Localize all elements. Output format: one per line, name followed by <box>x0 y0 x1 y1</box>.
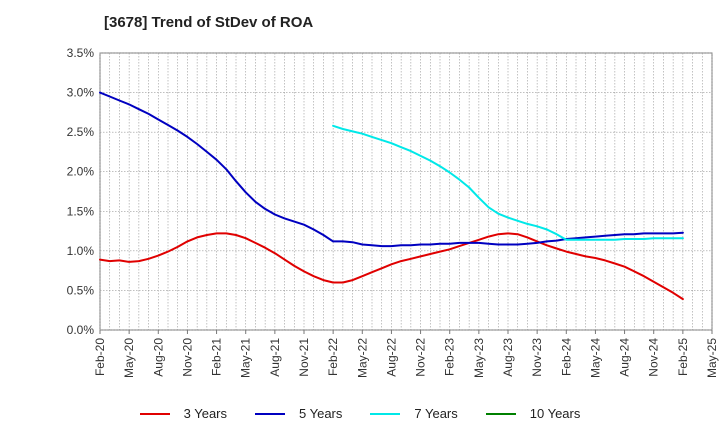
x-tick-label: Aug-24 <box>618 338 632 377</box>
x-tick-label: Feb-25 <box>676 338 690 376</box>
legend-swatch <box>485 412 516 415</box>
x-axis: Feb-20 May-20 Aug-20 Nov-20 Feb-21 May-21 Aug-… <box>93 330 719 378</box>
x-tick-label: Nov-23 <box>530 338 544 377</box>
x-tick-label: May-23 <box>472 338 486 378</box>
legend-swatch <box>370 412 401 415</box>
legend-item-5-years: 5 Years <box>255 406 342 421</box>
legend-item-10-years: 10 Years <box>485 406 581 421</box>
grid <box>99 52 713 331</box>
x-tick-label: May-22 <box>355 338 369 378</box>
series-line-7-years <box>332 124 684 241</box>
x-tick-label: May-21 <box>239 338 253 378</box>
x-tick-label: Feb-21 <box>210 338 224 376</box>
legend-label: 5 Years <box>299 406 343 421</box>
x-tick-label: May-25 <box>705 338 719 378</box>
legend: 3 Years 5 Years 7 Years 10 Years <box>0 406 720 421</box>
legend-label: 3 Years <box>183 406 227 421</box>
x-tick-label: Nov-22 <box>414 338 428 377</box>
y-tick-label: 1.5% <box>67 204 95 218</box>
y-tick-label: 2.0% <box>67 165 95 179</box>
legend-swatch <box>139 412 170 415</box>
legend-item-7-years: 7 Years <box>370 406 458 421</box>
x-tick-label: Nov-24 <box>647 338 661 377</box>
x-tick-label: Feb-22 <box>326 338 340 376</box>
x-tick-label: Nov-20 <box>180 338 194 377</box>
y-axis: 0.0% 0.5% 1.0% 1.5% 2.0% 2.5% 3.0% 3.5% <box>67 46 95 337</box>
legend-item-3-years: 3 Years <box>139 406 227 421</box>
series-line-3-years <box>99 232 684 301</box>
plot-area <box>99 52 713 331</box>
y-tick-label: 3.5% <box>67 46 95 60</box>
x-tick-label: Aug-21 <box>268 338 282 377</box>
legend-swatch <box>255 412 285 415</box>
x-tick-label: Aug-23 <box>501 338 515 377</box>
y-tick-label: 0.0% <box>67 323 95 337</box>
y-tick-label: 0.5% <box>67 283 95 297</box>
y-tick-label: 2.5% <box>67 125 95 139</box>
x-tick-label: Feb-24 <box>559 338 573 376</box>
x-tick-label: Aug-20 <box>151 338 165 377</box>
series-line-5-years <box>99 91 684 248</box>
chart-title: [3678] Trend of StDev of ROA <box>104 14 314 31</box>
series-group <box>99 91 684 301</box>
y-tick-label: 1.0% <box>67 244 95 258</box>
x-tick-label: Feb-23 <box>443 338 457 376</box>
x-tick-label: May-24 <box>588 338 602 378</box>
x-tick-label: Aug-22 <box>384 338 398 377</box>
x-tick-label: May-20 <box>122 338 136 378</box>
x-tick-label: Nov-21 <box>297 338 311 377</box>
y-tick-label: 3.0% <box>67 86 95 100</box>
line-chart: 0.0% 0.5% 1.0% 1.5% 2.0% 2.5% 3.0% 3.5% Feb-20 M… <box>67 46 719 378</box>
legend-label: 10 Years <box>529 406 581 421</box>
legend-label: 7 Years <box>414 406 458 421</box>
x-tick-label: Feb-20 <box>93 338 107 376</box>
